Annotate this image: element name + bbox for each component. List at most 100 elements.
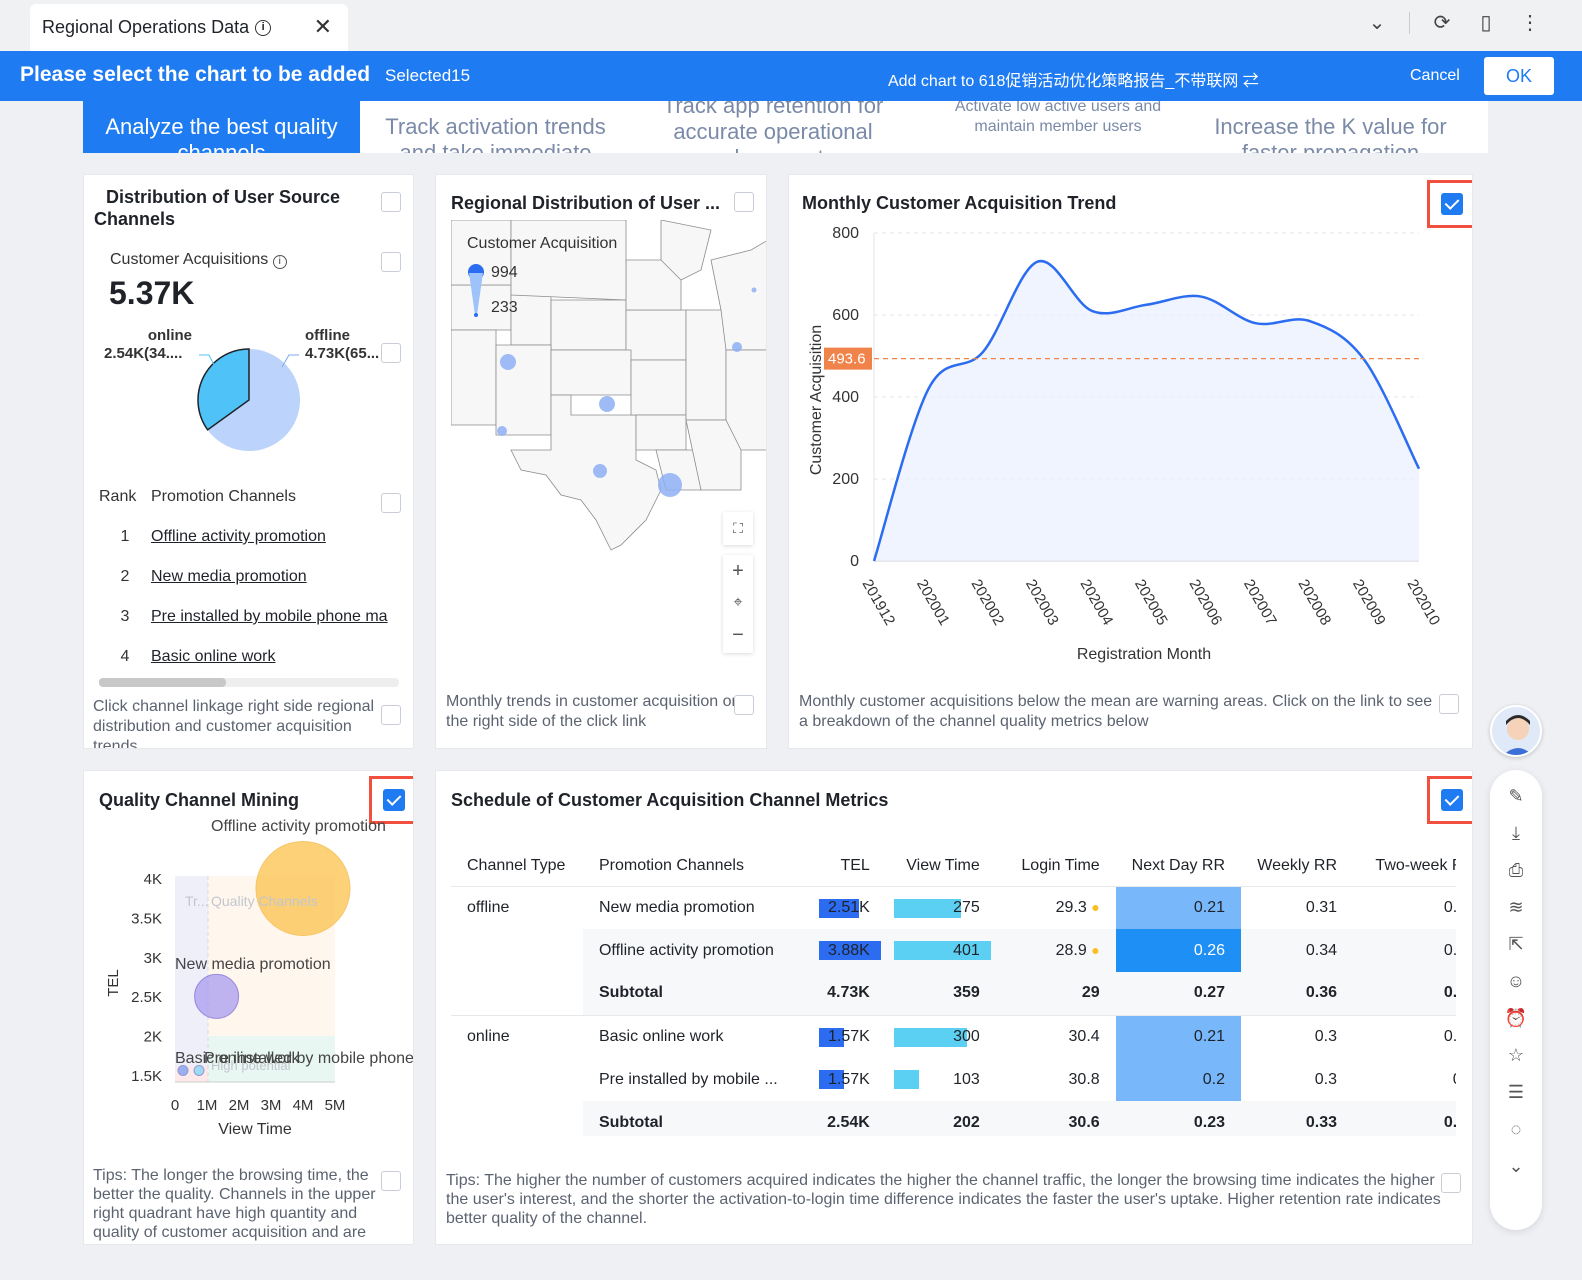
channel-link[interactable]: Offline activity promotion [151, 528, 326, 545]
view-bar [893, 941, 991, 960]
map-state [550, 299, 627, 351]
metrics-table-wrapper[interactable]: Channel Type Promotion Channels TEL View… [451, 846, 1456, 1136]
scatter-point[interactable] [194, 973, 240, 1019]
map-bubble[interactable] [497, 426, 507, 436]
select-checkbox[interactable] [1441, 1173, 1461, 1193]
rank-row[interactable]: 4 Basic online work [99, 648, 276, 666]
map-reset-icon[interactable]: ⛶ [723, 512, 753, 545]
col-header[interactable]: TEL [840, 856, 870, 874]
x-tick-label: 202004 [1077, 577, 1117, 629]
scenario-tab-1[interactable]: Analyze the best quality channels [83, 101, 360, 153]
card-regional-distribution[interactable]: Regional Distribution of User ... [435, 174, 767, 749]
map-bubble[interactable] [593, 464, 607, 478]
checkbox-checked[interactable] [383, 789, 405, 811]
card-channel-metrics[interactable]: Schedule of Customer Acquisition Channel… [435, 770, 1473, 1245]
mobile-icon[interactable]: ▯ [1480, 12, 1492, 34]
col-header[interactable]: Channel Type [467, 856, 566, 874]
card-source-channels[interactable]: Distribution of User Source Channels Cus… [83, 174, 414, 749]
table-row[interactable]: online Basic online work 1.57K 300 30.4 0.21 0… [451, 1015, 1456, 1058]
map-bubble[interactable] [500, 354, 516, 370]
table-row[interactable]: Pre installed by mobile ... 1.57K 103 30.8 0… [451, 1058, 1456, 1101]
col-header[interactable]: Two-week RR [1375, 856, 1456, 874]
download-icon[interactable]: ⤓ [1512, 823, 1520, 843]
refresh-icon[interactable]: ⟳ [1433, 12, 1451, 34]
map-bubble[interactable] [599, 396, 615, 412]
rank-row[interactable]: 1 Offline activity promotion [99, 528, 326, 546]
col-header[interactable]: Login Time [1021, 856, 1100, 874]
map-bubble[interactable] [658, 473, 682, 497]
scenario-tab-4[interactable]: Activate low active users and maintain m… [954, 101, 1162, 135]
map-bubble[interactable] [751, 287, 757, 293]
cancel-button[interactable]: Cancel [1410, 67, 1460, 84]
map-bubble[interactable] [732, 342, 742, 352]
chevron-down-icon[interactable]: ⌄ [1368, 12, 1386, 34]
chat-icon[interactable]: ◌ [1510, 1119, 1522, 1139]
select-checkbox[interactable] [734, 192, 754, 212]
checkbox-checked[interactable] [1441, 193, 1463, 215]
table-row[interactable]: offline New media promotion 2.51K 275 29.3 ●… [451, 886, 1456, 929]
scrollbar-thumb[interactable] [99, 678, 226, 687]
selected-checkbox[interactable] [1427, 180, 1472, 228]
scatter-point[interactable] [255, 840, 351, 936]
scenario-tab-5[interactable]: Increase the K value for faster propagat… [1214, 114, 1447, 153]
share-icon[interactable]: ⇱ [1508, 934, 1524, 954]
checkbox-checked[interactable] [1441, 789, 1463, 811]
channel-link[interactable]: Basic online work [151, 648, 276, 665]
pie-slice-offline[interactable] [207, 349, 300, 451]
tab-regional-operations[interactable]: Regional Operations Data i ✕ [30, 4, 348, 51]
selected-checkbox[interactable] [369, 776, 413, 824]
select-checkbox[interactable] [381, 192, 401, 212]
horizontal-scrollbar[interactable] [99, 678, 399, 687]
alert-icon[interactable]: ⏰ [1504, 1008, 1528, 1028]
chevron-down-icon[interactable]: ⌄ [1508, 1156, 1524, 1176]
table-row[interactable]: Offline activity promotion 3.88K 401 28.9 ●… [451, 929, 1456, 972]
select-checkbox[interactable] [381, 343, 401, 363]
assistant-avatar[interactable] [1490, 705, 1542, 757]
us-map[interactable] [451, 220, 767, 560]
more-icon[interactable]: ⋮ [1520, 12, 1540, 34]
card-quality-channel-mining[interactable]: Quality Channel Mining 4K 3.5K 3K 2.5K 2K 1.5… [83, 770, 414, 1245]
table-row[interactable]: Subtotal 2.54K 202 30.6 0.230.330.12 [451, 1101, 1456, 1136]
info-icon[interactable]: i [255, 19, 272, 36]
col-header[interactable]: Promotion Channels [598, 856, 744, 874]
info-icon[interactable]: i [272, 255, 287, 269]
scenario-tab-3[interactable]: Track app retention for accurate operati… [662, 101, 884, 153]
ok-button[interactable]: OK [1484, 57, 1554, 95]
scenario-tab-2[interactable]: Track activation trends and take immedia… [385, 114, 606, 153]
rss-icon[interactable]: ≋ [1508, 897, 1524, 917]
swap-icon[interactable]: ⇄ [1242, 73, 1259, 90]
scatter-point[interactable] [193, 1064, 205, 1076]
avatar-image [1503, 715, 1533, 755]
rank-row[interactable]: 3 Pre installed by mobile phone ma [99, 608, 399, 626]
add-chart-to[interactable]: Add chart to 618促销活动优化策略报告_不带联网 ⇄ [888, 67, 1259, 91]
star-icon[interactable]: ☆ [1507, 1045, 1525, 1065]
channel-link[interactable]: Pre installed by mobile phone ma [151, 608, 388, 625]
print-icon[interactable]: ⎙ [1508, 860, 1524, 880]
pie-slice-online[interactable] [197, 348, 250, 431]
zoom-in-icon[interactable]: + [732, 560, 744, 582]
card-footer-note: Tips: The higher the number of customers… [446, 1172, 1441, 1227]
series-line[interactable] [872, 259, 1421, 562]
report-icon[interactable]: ☰ [1507, 1082, 1525, 1102]
channel-link[interactable]: New media promotion [151, 568, 307, 585]
scatter-point[interactable] [177, 1064, 189, 1076]
select-checkbox[interactable] [1439, 694, 1459, 714]
zoom-out-icon[interactable]: − [732, 624, 744, 646]
select-checkbox[interactable] [381, 705, 401, 725]
rank-row[interactable]: 2 New media promotion [99, 568, 307, 586]
col-header[interactable]: Weekly RR [1257, 856, 1338, 874]
rank-header: Rank [99, 488, 137, 505]
card-monthly-trend[interactable]: Monthly Customer Acquisition Trend 800 60… [788, 174, 1473, 749]
col-header[interactable]: View Time [906, 856, 980, 874]
select-checkbox[interactable] [381, 252, 401, 272]
comment-icon[interactable]: ☺ [1506, 971, 1526, 991]
select-checkbox[interactable] [381, 493, 401, 513]
locate-icon[interactable]: ⌖ [733, 594, 743, 611]
edit-icon[interactable]: ✎ [1508, 786, 1524, 806]
select-checkbox[interactable] [381, 1171, 401, 1191]
selected-checkbox[interactable] [1427, 776, 1472, 824]
table-row[interactable]: Subtotal 4.73K 359 29 0.270.360.14 [451, 972, 1456, 1015]
select-checkbox[interactable] [734, 695, 754, 715]
col-header[interactable]: Next Day RR [1131, 856, 1226, 874]
close-icon[interactable]: ✕ [313, 14, 332, 39]
